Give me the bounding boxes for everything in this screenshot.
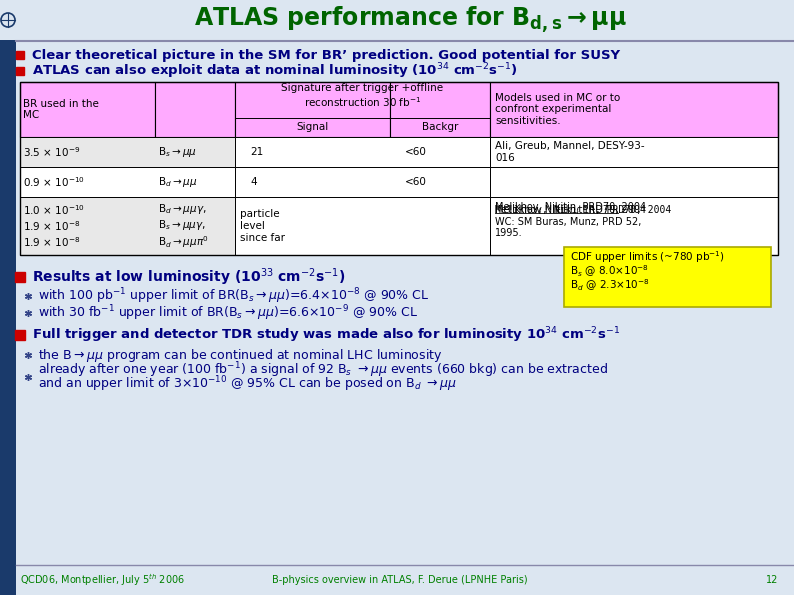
Text: with 100 pb$^{-1}$ upper limit of BR(B$_s\rightarrow\mu\mu$)=6.4×10$^{-8}$ @ 90%: with 100 pb$^{-1}$ upper limit of BR(B$_… (38, 286, 430, 306)
Text: B$_d\rightarrow\mu\mu$: B$_d\rightarrow\mu\mu$ (158, 175, 198, 189)
Bar (20, 82, 155, 137)
Text: Full trigger and detector TDR study was made also for luminosity 10$^{34}$ cm$^{: Full trigger and detector TDR study was … (32, 325, 620, 345)
Text: ATLAS performance for $\mathbf{B_{d,s}\rightarrow\mu\mu}$: ATLAS performance for $\mathbf{B_{d,s}\r… (194, 5, 626, 35)
Bar (235, 167, 490, 197)
Text: 1.0 × 10$^{-10}$
1.9 × 10$^{-8}$
1.9 × 10$^{-8}$: 1.0 × 10$^{-10}$ 1.9 × 10$^{-8}$ 1.9 × 1… (23, 203, 85, 249)
Bar (235, 82, 390, 137)
Text: BR used in the
MC: BR used in the MC (23, 99, 99, 120)
Text: 3.5 × 10$^{-9}$: 3.5 × 10$^{-9}$ (23, 145, 80, 159)
Text: already after one year (100 fb$^{-1}$) a signal of 92 B$_s$ $\rightarrow\mu\mu$ : already after one year (100 fb$^{-1}$) a… (38, 360, 608, 380)
Text: Melikhov, Nikitin, PRD70, 2004: Melikhov, Nikitin, PRD70, 2004 (495, 205, 646, 215)
Text: 4: 4 (250, 177, 256, 187)
Text: Ali, Greub, Mannel, DESY-93-
016: Ali, Greub, Mannel, DESY-93- 016 (495, 141, 645, 163)
Bar (235, 137, 490, 167)
Text: CDF upper limits (~780 pb$^{-1}$): CDF upper limits (~780 pb$^{-1}$) (570, 249, 725, 265)
Bar (20, 197, 235, 255)
Text: Melikhov, Nikitin, PRD70, 2004: Melikhov, Nikitin, PRD70, 2004 (495, 205, 671, 215)
Text: Clear theoretical picture in the SM for BR’ prediction. Good potential for SUSY: Clear theoretical picture in the SM for … (32, 49, 620, 61)
Text: 0.9 × 10$^{-10}$: 0.9 × 10$^{-10}$ (23, 175, 85, 189)
Text: B$_d\rightarrow\mu\mu\gamma$,
B$_s\rightarrow\mu\mu\gamma$,
B$_d\rightarrow\mu\m: B$_d\rightarrow\mu\mu\gamma$, B$_s\right… (158, 202, 209, 250)
Bar (235, 197, 490, 255)
Bar (390, 82, 490, 137)
Text: B$_s\rightarrow\mu\mu$: B$_s\rightarrow\mu\mu$ (158, 145, 197, 159)
Bar (0, 0, 16, 595)
Text: 12: 12 (765, 575, 778, 585)
Text: Results at low luminosity (10$^{33}$ cm$^{-2}$s$^{-1}$): Results at low luminosity (10$^{33}$ cm$… (32, 266, 345, 288)
Text: 1995.: 1995. (495, 228, 522, 238)
Bar (20, 137, 235, 167)
Bar (490, 82, 778, 137)
Text: particle
level
since far: particle level since far (240, 209, 285, 243)
Text: WC: SM Buras, Munz, PRD 52,: WC: SM Buras, Munz, PRD 52, (495, 217, 642, 227)
Bar (490, 137, 778, 167)
Text: 21: 21 (250, 147, 264, 157)
Text: QCD06, Montpellier, July 5$^{th}$ 2006: QCD06, Montpellier, July 5$^{th}$ 2006 (20, 572, 185, 588)
Text: the B$\rightarrow\mu\mu$ program can be continued at nominal LHC luminosity: the B$\rightarrow\mu\mu$ program can be … (38, 346, 442, 364)
Text: Signature after trigger +offline
reconstruction 30 fb$^{-1}$: Signature after trigger +offline reconst… (281, 83, 444, 109)
Bar (0, 0, 60, 40)
Text: B-physics overview in ATLAS, F. Derue (LPNHE Paris): B-physics overview in ATLAS, F. Derue (L… (272, 575, 528, 585)
FancyBboxPatch shape (564, 247, 771, 307)
Text: and an upper limit of 3×10$^{-10}$ @ 95% CL can be posed on B$_d$ $\rightarrow\m: and an upper limit of 3×10$^{-10}$ @ 95%… (38, 374, 457, 394)
Text: <60: <60 (405, 177, 427, 187)
Text: B$_d$ @ 2.3×10$^{-8}$: B$_d$ @ 2.3×10$^{-8}$ (570, 277, 649, 293)
Bar (490, 167, 778, 197)
Bar (490, 197, 778, 255)
Bar (20, 167, 235, 197)
Text: Melikhov, Nikitin, PRD70, 2004: Melikhov, Nikitin, PRD70, 2004 (495, 202, 646, 212)
Text: ATLAS can also exploit data at nominal luminosity (10$^{34}$ cm$^{-2}$s$^{-1}$): ATLAS can also exploit data at nominal l… (32, 61, 518, 81)
Text: B$_s$ @ 8.0×10$^{-8}$: B$_s$ @ 8.0×10$^{-8}$ (570, 263, 649, 279)
Bar (20, 82, 778, 255)
Text: Signal: Signal (296, 122, 329, 132)
Text: <60: <60 (405, 147, 427, 157)
Text: Backgr: Backgr (422, 122, 458, 132)
Bar (155, 82, 235, 137)
Text: Models used in MC or to
confront experimental
sensitivities.: Models used in MC or to confront experim… (495, 93, 620, 126)
Text: with 30 fb$^{-1}$ upper limit of BR(B$_s\rightarrow\mu\mu$)=6.6×10$^{-9}$ @ 90% : with 30 fb$^{-1}$ upper limit of BR(B$_s… (38, 303, 418, 323)
